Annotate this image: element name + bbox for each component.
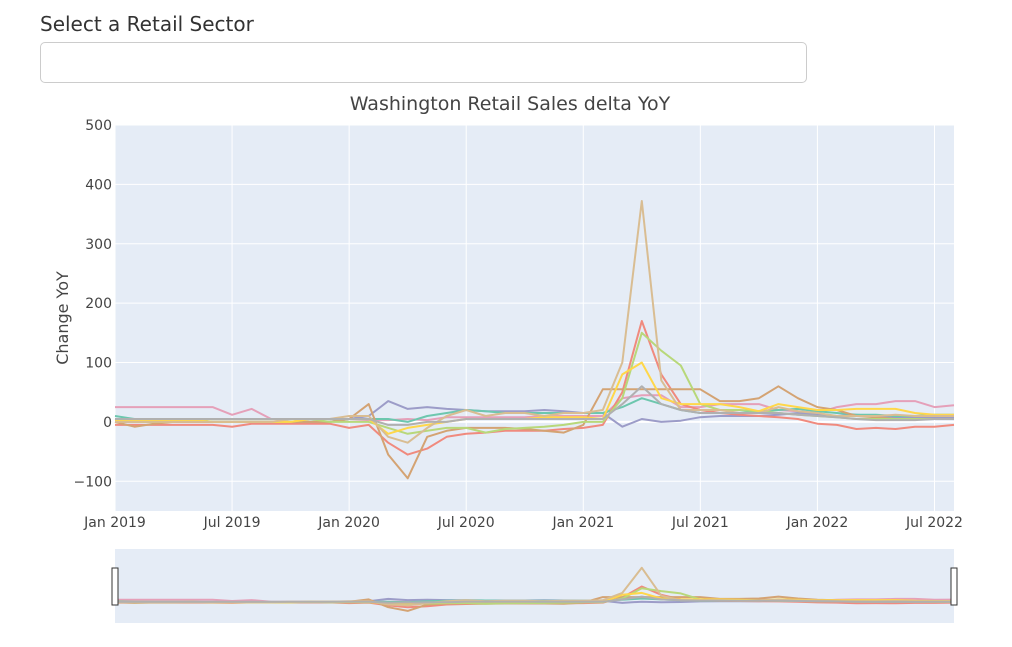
range-slider-preview [114,566,955,612]
x-tick-label: Jan 2020 [317,515,380,531]
x-tick-label: Jan 2019 [83,515,146,531]
y-axis-label: Change YoY [53,271,72,365]
series-line [115,200,954,444]
x-tick-label: Jan 2021 [551,515,614,531]
y-tick-label: 100 [85,356,112,372]
range-slider-series-line [115,595,954,604]
x-tick-label: Jul 2019 [203,515,261,531]
y-tick-label: 500 [85,118,112,134]
plot-area [115,125,954,511]
range-slider[interactable] [115,549,954,623]
series-line [115,385,954,426]
sector-selector-label: Select a Retail Sector [40,12,254,36]
y-tick-labels: 500 400 300 200 100 0 −100 [74,118,112,490]
sector-dropdown[interactable] [40,42,807,83]
y-tick-label: 400 [85,177,112,193]
range-slider-left-handle[interactable] [111,567,119,606]
series-lines [114,200,955,480]
chart-title: Washington Retail Sales delta YoY [350,93,671,115]
y-tick-label: 300 [85,237,112,253]
y-tick-label: −100 [74,474,112,490]
y-tick-label: 0 [103,415,112,431]
x-tick-label: Jul 2021 [671,515,729,531]
y-tick-label: 200 [85,296,112,312]
x-tick-labels: Jan 2019 Jul 2019 Jan 2020 Jul 2020 Jan 2021… [83,515,963,531]
x-tick-label: Jul 2020 [437,515,495,531]
range-slider-right-handle[interactable] [950,567,958,606]
x-gridlines [114,125,935,511]
x-tick-label: Jan 2022 [786,515,849,531]
x-tick-label: Jul 2022 [905,515,963,531]
